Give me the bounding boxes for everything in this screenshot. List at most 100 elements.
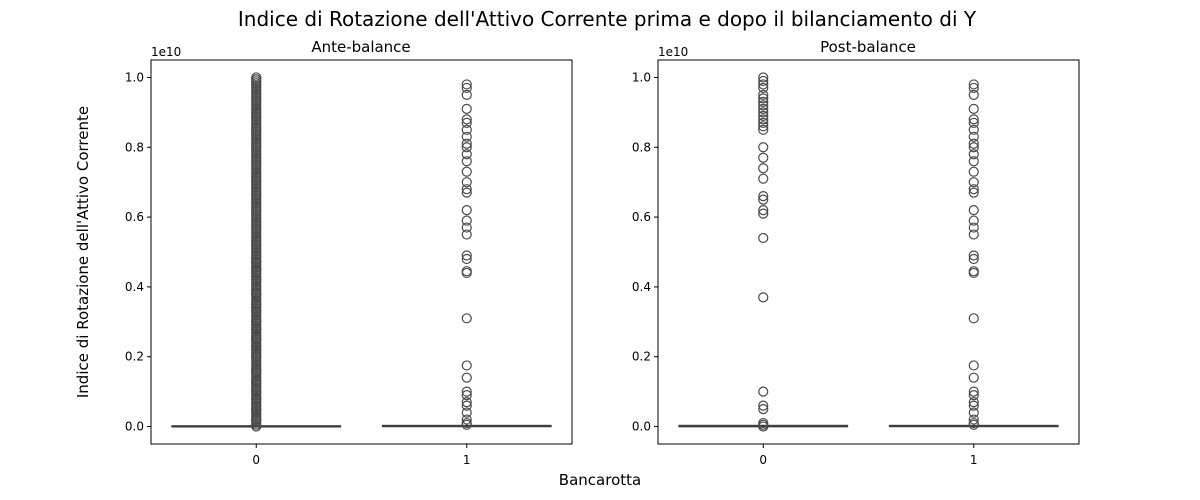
outlier-point xyxy=(251,351,262,362)
panel-marks-post: 0.0 0.2 0.4 0.6 0.8 1.0 0 1 xyxy=(632,70,1059,467)
outlier-point xyxy=(968,229,979,240)
outlier-point xyxy=(968,177,979,188)
outlier-point xyxy=(758,386,769,397)
y-tick-label: 0.8 xyxy=(632,140,651,154)
panel-title-post-balance: Post-balance xyxy=(820,38,916,56)
outlier-point xyxy=(461,177,472,188)
outlier-point xyxy=(758,205,769,216)
outlier-point xyxy=(461,184,472,195)
outlier-point xyxy=(968,250,979,261)
outlier-point xyxy=(251,386,262,397)
outlier-point xyxy=(461,372,472,383)
outlier-point xyxy=(251,393,262,404)
y-tick-label: 0.2 xyxy=(125,350,144,364)
outlier-point xyxy=(461,407,472,418)
outlier-point xyxy=(251,334,262,345)
outlier-point xyxy=(251,288,262,299)
outlier-point xyxy=(968,184,979,195)
outlier-point xyxy=(758,417,769,429)
outlier-point xyxy=(968,360,979,371)
outlier-point xyxy=(461,187,472,198)
outlier-point xyxy=(461,124,472,135)
outlier-point xyxy=(968,266,979,277)
outlier-point xyxy=(968,103,979,114)
outlier-point xyxy=(461,89,472,101)
outlier-point xyxy=(461,166,472,177)
y-tick-label: 0.8 xyxy=(125,140,144,154)
outlier-point xyxy=(758,72,769,83)
outlier-point xyxy=(461,313,472,324)
x-axis-label: Bancarotta xyxy=(559,471,641,489)
outlier-point xyxy=(758,232,769,244)
outlier-point xyxy=(461,229,472,240)
outlier-point xyxy=(758,82,769,94)
y-tick-label: 0.2 xyxy=(632,350,651,364)
outlier-point xyxy=(758,194,769,205)
outlier-point xyxy=(758,100,769,111)
panel-title-ante-balance: Ante-balance xyxy=(311,38,410,56)
outlier-point xyxy=(968,187,979,198)
outlier-point xyxy=(251,274,262,286)
outlier-point xyxy=(251,72,262,83)
outlier-point xyxy=(968,117,979,128)
outlier-point xyxy=(461,79,472,90)
outlier-point xyxy=(461,397,472,408)
outlier-point xyxy=(968,222,979,233)
outlier-point xyxy=(461,114,472,125)
outlier-point xyxy=(968,82,979,94)
outlier-point xyxy=(758,107,769,118)
outlier-point xyxy=(758,96,769,107)
outlier-point xyxy=(251,365,262,376)
outlier-point xyxy=(758,163,769,174)
outlier-point xyxy=(968,124,979,135)
y-axis-label: Indice di Rotazione dell'Attivo Corrente xyxy=(74,106,92,398)
outlier-point xyxy=(461,103,472,114)
outlier-point xyxy=(461,138,472,149)
outlier-point xyxy=(758,152,769,163)
outlier-point xyxy=(251,376,262,387)
outlier-point xyxy=(758,142,769,153)
outlier-point xyxy=(758,191,769,202)
outlier-point xyxy=(758,400,769,411)
x-tick-label: 1 xyxy=(463,453,471,467)
outlier-point xyxy=(461,215,472,226)
outlier-point xyxy=(251,306,262,317)
outlier-point xyxy=(758,403,769,415)
y-tick-label: 0.6 xyxy=(125,210,144,224)
outlier-point xyxy=(461,400,472,411)
outlier-point xyxy=(968,131,979,142)
outlier-point xyxy=(251,299,262,310)
outlier-point xyxy=(251,264,262,275)
outlier-point xyxy=(968,215,979,226)
outlier-point xyxy=(461,250,472,261)
outlier-point xyxy=(461,205,472,216)
y-tick-label: 0.0 xyxy=(125,420,144,434)
outlier-point xyxy=(968,79,979,90)
outlier-point xyxy=(251,323,262,334)
panel-post-balance: Post-balance 1e10 0.0 0.2 0.4 0.6 0.8 1.0 0 1 xyxy=(632,38,1080,467)
y-tick-label: 0.0 xyxy=(632,420,651,434)
outlier-point xyxy=(758,292,769,303)
outlier-point xyxy=(968,89,979,101)
outlier-point xyxy=(968,253,979,265)
outlier-point xyxy=(968,138,979,149)
outlier-point xyxy=(461,386,472,397)
outlier-point xyxy=(461,142,472,153)
outlier-point xyxy=(968,156,979,167)
outlier-point xyxy=(758,75,769,87)
outlier-point xyxy=(251,341,262,352)
outlier-point xyxy=(758,124,769,135)
outlier-point xyxy=(461,222,472,233)
plot-frame-post xyxy=(657,59,1080,445)
y-tick-label: 0.6 xyxy=(632,210,651,224)
outlier-point xyxy=(251,316,262,327)
outlier-point xyxy=(968,390,979,401)
outlier-point xyxy=(461,417,472,429)
outlier-point xyxy=(758,103,769,114)
outlier-point xyxy=(968,407,979,418)
outlier-point xyxy=(968,400,979,411)
outlier-point xyxy=(758,114,769,125)
x-tick-label: 0 xyxy=(252,453,260,467)
outlier-point xyxy=(968,414,979,425)
